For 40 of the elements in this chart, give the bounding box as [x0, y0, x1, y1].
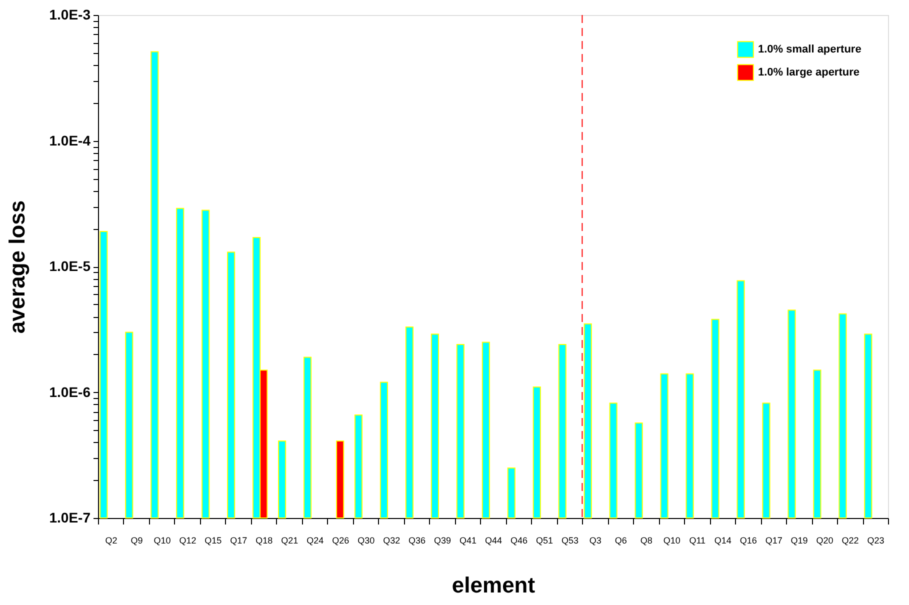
x-tick-label: Q22 [842, 536, 859, 546]
legend-label: 1.0% large aperture [758, 66, 860, 78]
x-tick-label: Q8 [640, 536, 652, 546]
x-tick-label: Q17 [765, 536, 782, 546]
x-tick-label: Q51 [536, 536, 553, 546]
y-tick-label: 1.0E-3 [49, 6, 91, 22]
x-tick-label: Q21 [281, 536, 298, 546]
x-tick-label: Q14 [714, 536, 732, 546]
x-tick-label: Q24 [306, 536, 324, 546]
y-tick-label: 1.0E-5 [49, 258, 91, 274]
y-tick-label: 1.0E-4 [49, 132, 91, 148]
x-tick-label: Q36 [408, 536, 426, 546]
x-tick-label: Q15 [204, 536, 222, 546]
legend-label: 1.0% small aperture [758, 44, 862, 56]
x-tick-label: Q17 [230, 536, 248, 546]
x-tick-label: Q12 [179, 536, 196, 546]
y-tick-label: 1.0E-6 [49, 384, 91, 400]
y-tick-label: 1.0E-7 [49, 510, 91, 526]
x-tick-label: Q10 [663, 536, 680, 546]
x-tick-label: Q3 [589, 536, 602, 546]
x-tick-label: Q23 [867, 536, 884, 546]
x-tick-label: Q32 [383, 536, 400, 546]
x-tick-label: Q11 [689, 536, 706, 546]
x-tick-label: Q41 [460, 536, 477, 546]
x-tick-label: Q10 [154, 536, 171, 546]
x-tick-label: Q9 [130, 536, 143, 546]
x-tick-label: Q39 [434, 536, 452, 546]
x-tick-label: Q19 [790, 536, 808, 546]
x-tick-label: Q16 [740, 536, 757, 546]
x-tick-label: Q18 [256, 536, 273, 546]
x-tick-label: Q44 [484, 536, 502, 546]
x-tick-label: Q6 [614, 536, 627, 546]
x-tick-label: Q20 [816, 536, 834, 546]
x-tick-label: Q46 [510, 536, 528, 546]
x-tick-label: Q2 [105, 536, 118, 546]
x-tick-label: Q53 [561, 536, 578, 546]
y-axis-title: average loss [4, 200, 30, 334]
x-tick-label: Q26 [332, 536, 350, 546]
x-tick-label: Q30 [358, 536, 375, 546]
x-axis-title: element [452, 572, 536, 598]
